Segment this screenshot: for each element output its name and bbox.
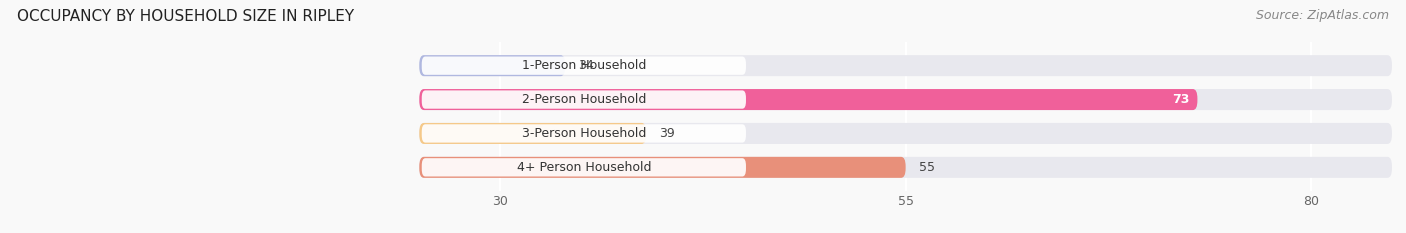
- FancyBboxPatch shape: [422, 124, 747, 143]
- FancyBboxPatch shape: [419, 55, 565, 76]
- Text: 55: 55: [918, 161, 935, 174]
- FancyBboxPatch shape: [419, 123, 647, 144]
- Text: 2-Person Household: 2-Person Household: [522, 93, 645, 106]
- Text: 73: 73: [1173, 93, 1189, 106]
- FancyBboxPatch shape: [419, 89, 1198, 110]
- FancyBboxPatch shape: [422, 90, 747, 109]
- Text: 39: 39: [659, 127, 675, 140]
- Text: 1-Person Household: 1-Person Household: [522, 59, 645, 72]
- Text: 34: 34: [578, 59, 593, 72]
- Text: OCCUPANCY BY HOUSEHOLD SIZE IN RIPLEY: OCCUPANCY BY HOUSEHOLD SIZE IN RIPLEY: [17, 9, 354, 24]
- FancyBboxPatch shape: [419, 123, 1392, 144]
- Text: 3-Person Household: 3-Person Household: [522, 127, 645, 140]
- FancyBboxPatch shape: [422, 158, 747, 176]
- FancyBboxPatch shape: [422, 57, 747, 75]
- FancyBboxPatch shape: [419, 157, 1392, 178]
- FancyBboxPatch shape: [419, 55, 1392, 76]
- FancyBboxPatch shape: [419, 89, 1392, 110]
- Text: 4+ Person Household: 4+ Person Household: [516, 161, 651, 174]
- Text: Source: ZipAtlas.com: Source: ZipAtlas.com: [1256, 9, 1389, 22]
- FancyBboxPatch shape: [419, 157, 905, 178]
